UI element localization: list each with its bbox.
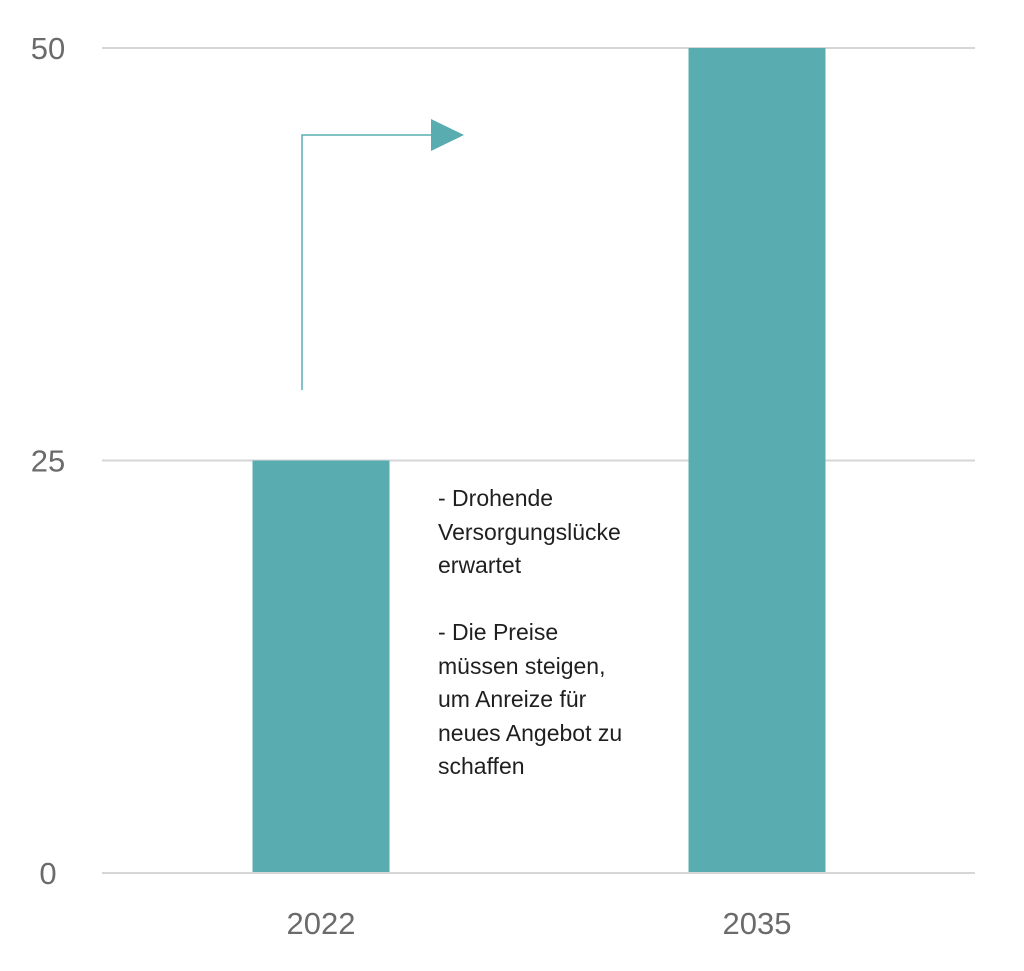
annotation-line: Versorgungslücke bbox=[438, 518, 621, 545]
bar-2035 bbox=[688, 48, 826, 873]
y-tick-label-25: 25 bbox=[31, 444, 65, 479]
annotation-line: um Anreize für bbox=[438, 686, 587, 712]
y-tick-label-50: 50 bbox=[31, 31, 65, 66]
y-tick-label-0: 0 bbox=[39, 856, 56, 891]
trend-arrow bbox=[102, 119, 975, 874]
annotation-line: schaffen bbox=[438, 753, 525, 779]
x-tick-label-2035: 2035 bbox=[723, 906, 792, 941]
bar-2022 bbox=[252, 460, 390, 873]
annotation-line: neues Angebot zu bbox=[438, 719, 623, 746]
annotation-block-2: - Die Preise müssen steigen, um Anreize … bbox=[438, 616, 678, 784]
annotation-line: müssen steigen, bbox=[438, 652, 606, 679]
annotation-line: - Drohende bbox=[438, 485, 554, 511]
x-tick-labels: 2022 2035 bbox=[287, 906, 792, 941]
y-tick-labels: 0 25 50 bbox=[31, 31, 65, 891]
annotation-text: - Drohende Versorgungslücke erwartet - D… bbox=[438, 482, 678, 784]
arrow-line bbox=[301, 134, 432, 390]
annotation-line: - Die Preise bbox=[438, 619, 559, 645]
bars bbox=[252, 48, 826, 873]
annotation-line: erwartet bbox=[438, 552, 522, 578]
arrow-head bbox=[431, 119, 464, 151]
annotation-block-1: - Drohende Versorgungslücke erwartet bbox=[438, 482, 678, 583]
x-tick-label-2022: 2022 bbox=[287, 906, 356, 941]
annotation-spacer bbox=[438, 583, 678, 617]
